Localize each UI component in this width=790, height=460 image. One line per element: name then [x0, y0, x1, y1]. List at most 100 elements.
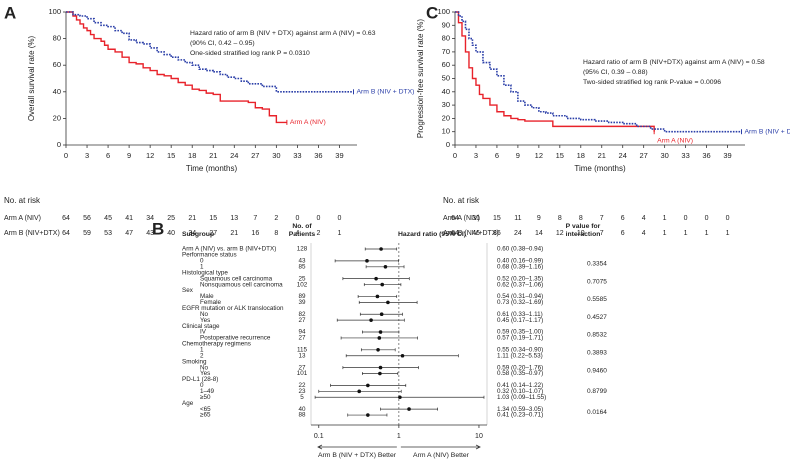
risk-value: 64 [451, 215, 459, 222]
subgroup-label: No [200, 364, 209, 371]
survival-curve [66, 11, 354, 93]
group-label: PD-L1 (28-8) [182, 376, 218, 383]
subgroup-label: Postoperative recurrence [200, 335, 271, 342]
hr-label: 0.73 (0.32–1.69) [497, 299, 543, 306]
hr-label: 0.60 (0.38–0.94) [497, 246, 543, 253]
y-axis-label: Progression-free survival rate (%) [416, 19, 425, 138]
risk-value: 1 [663, 230, 667, 237]
subgroup-label: Nonsquamous cell carcinoma [200, 281, 283, 288]
hazard-ratio-point [376, 348, 380, 352]
survival-curve [455, 11, 655, 132]
hr-label: 1.03 (0.09–11.55) [497, 394, 546, 401]
y-tick-label: 50 [442, 73, 450, 82]
y-tick-label: 80 [442, 34, 450, 43]
patient-count: 115 [297, 346, 308, 353]
header: P value for [566, 223, 601, 230]
x-tick-label: 39 [723, 151, 731, 160]
hr-label: 0.41 (0.14–1.22) [497, 382, 543, 389]
hazard-ratio-point [378, 365, 383, 370]
risk-table-title: No. at risk [4, 196, 41, 205]
patient-count: 89 [298, 293, 306, 300]
x-tick-label: 24 [230, 151, 238, 160]
risk-value: 13 [230, 215, 238, 222]
header: Hazard ratio (95% CI) [398, 231, 466, 238]
risk-value: 1 [726, 230, 730, 237]
y-tick-label: 40 [53, 87, 61, 96]
x-axis-label: Time (months) [186, 164, 238, 173]
hazard-ratio-point [383, 264, 388, 269]
group-label: EGFR mutation or ALK translocation [182, 305, 284, 312]
hazard-ratio-point [366, 383, 370, 388]
annotation: Hazard ratio of arm B (NIV + DTX) agains… [190, 30, 376, 37]
header: Patients [289, 231, 316, 238]
risk-value: 1 [663, 215, 667, 222]
hr-label: 0.59 (0.20–1.76) [497, 364, 543, 371]
series-label: Arm B (NIV + DTX) [745, 128, 790, 135]
y-tick-label: 0 [446, 140, 450, 149]
x-tick-label: 27 [251, 151, 259, 160]
p-value: 0.0164 [587, 409, 607, 416]
x-tick-label: 15 [167, 151, 175, 160]
patient-count: 13 [298, 352, 306, 359]
y-tick-label: 30 [442, 100, 450, 109]
hazard-ratio-point [379, 312, 384, 317]
hazard-ratio-point [378, 371, 382, 376]
risk-value: 27 [209, 230, 217, 237]
risk-value: 0 [316, 215, 320, 222]
risk-value: 7 [253, 215, 257, 222]
p-value: 0.3354 [587, 261, 607, 268]
x-tick-label: 18 [188, 151, 196, 160]
y-tick-label: 20 [53, 113, 61, 122]
group-label: Chemotherapy regimens [182, 341, 251, 348]
hazard-ratio-point [398, 395, 402, 400]
y-axis-label: Overall survival rate (%) [27, 35, 36, 121]
x-tick-label: 6 [495, 151, 499, 160]
subgroup-label: 1 [200, 346, 204, 353]
risk-row-label: Arm A (NIV) [443, 215, 480, 222]
x-tick-label: 30 [660, 151, 668, 160]
group-label: Performance status [182, 252, 237, 259]
survival-curve [66, 11, 287, 124]
x-tick-label: 9 [516, 151, 520, 160]
hazard-ratio-point [377, 336, 382, 340]
risk-value: 2 [274, 215, 278, 222]
x-tick-label: 15 [556, 151, 564, 160]
x-tick-label: 0 [453, 151, 457, 160]
y-tick-label: 90 [442, 20, 450, 29]
x-tick-label: 3 [85, 151, 89, 160]
panel-letter: B [152, 219, 164, 238]
x-tick-label: 33 [293, 151, 301, 160]
series-label: Arm A (NIV) [290, 119, 326, 126]
x-tick-label: 39 [335, 151, 343, 160]
subgroup-label: Squamous cell carcinoma [200, 275, 273, 282]
patient-count: 27 [298, 317, 306, 324]
patient-count: 23 [298, 388, 306, 395]
y-tick-label: 40 [442, 87, 450, 96]
hr-label: 0.62 (0.37–1.06) [497, 281, 543, 288]
subgroup-label: Female [200, 299, 221, 306]
y-tick-label: 0 [57, 140, 61, 149]
km-panel: A Overall survival rate (%) Time (months) 0… [4, 3, 414, 236]
hr-label: 0.52 (0.20–1.35) [497, 275, 543, 282]
risk-value: 47 [125, 230, 133, 237]
risk-value: 31 [472, 215, 480, 222]
risk-value: 7 [600, 230, 604, 237]
patient-count: 85 [298, 263, 306, 270]
subgroup-label: 0 [200, 258, 204, 265]
hr-label: 0.59 (0.35–1.00) [497, 329, 543, 336]
patient-count: 102 [297, 281, 308, 288]
group-label: Histological type [182, 269, 228, 276]
hr-label: 0.45 (0.17–1.17) [497, 317, 543, 324]
risk-value: 41 [125, 215, 133, 222]
x-tick-label: 18 [577, 151, 585, 160]
risk-value: 34 [188, 230, 196, 237]
y-tick-label: 100 [48, 7, 61, 16]
risk-value: 25 [167, 215, 175, 222]
x-tick-label: 9 [127, 151, 131, 160]
y-tick-label: 20 [442, 113, 450, 122]
arrow [317, 444, 397, 450]
x-tick-label: 30 [272, 151, 280, 160]
p-value: 0.8532 [587, 332, 607, 339]
x-tick-label: 6 [106, 151, 110, 160]
